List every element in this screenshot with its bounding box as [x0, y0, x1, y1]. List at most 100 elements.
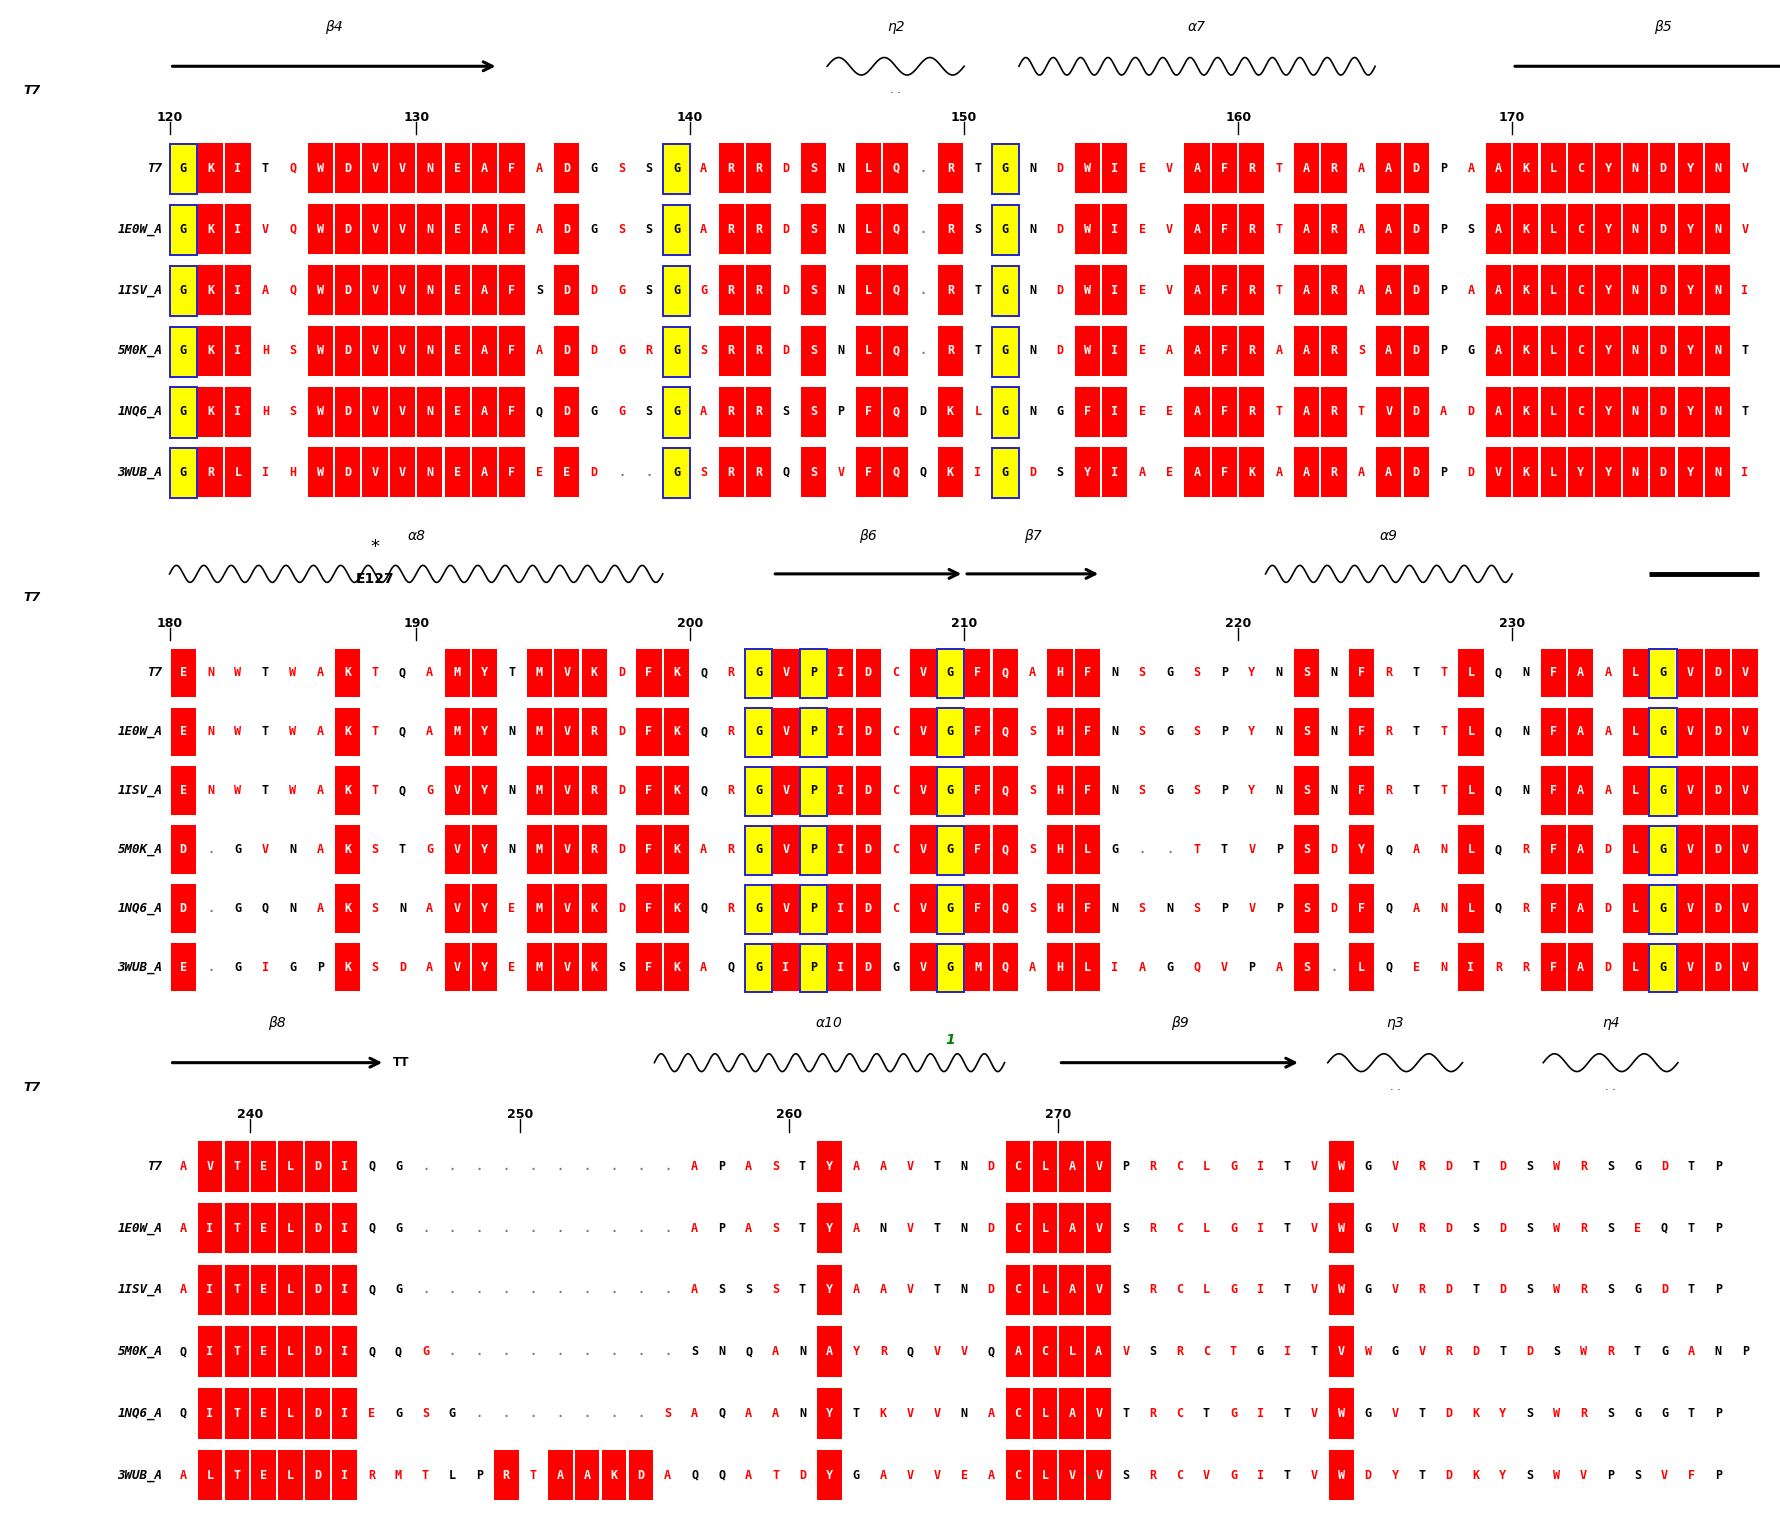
Text: T: T: [1413, 666, 1420, 679]
Text: Q: Q: [892, 406, 899, 418]
Text: K: K: [611, 1468, 618, 1482]
Text: C: C: [1015, 1283, 1022, 1297]
Bar: [1075, 143, 1100, 193]
Text: V: V: [399, 406, 406, 418]
Text: R: R: [947, 284, 954, 296]
Bar: [664, 447, 689, 497]
Text: A: A: [317, 725, 324, 739]
Bar: [1006, 1265, 1031, 1315]
Bar: [335, 885, 360, 933]
Bar: [308, 386, 333, 436]
Text: G: G: [1365, 1408, 1372, 1420]
Text: E: E: [1413, 961, 1420, 974]
Text: S: S: [1303, 844, 1310, 856]
Text: D: D: [1445, 1160, 1452, 1173]
Text: G: G: [1365, 1283, 1372, 1297]
Text: β8: β8: [269, 1017, 287, 1031]
Text: N: N: [206, 784, 214, 796]
Bar: [554, 885, 580, 933]
Text: R: R: [1330, 163, 1337, 175]
Text: T: T: [1741, 345, 1748, 357]
Text: A: A: [700, 163, 707, 175]
Text: α7: α7: [1187, 20, 1207, 35]
Text: F: F: [1221, 163, 1228, 175]
Text: V: V: [1741, 844, 1748, 856]
Text: T: T: [1687, 1408, 1695, 1420]
Bar: [856, 766, 881, 815]
Bar: [1184, 204, 1210, 254]
Bar: [1677, 766, 1703, 815]
Text: Y: Y: [1687, 223, 1695, 236]
Text: R: R: [1248, 345, 1255, 357]
Text: 170: 170: [1499, 111, 1525, 123]
Text: H: H: [262, 406, 269, 418]
Text: .: .: [475, 1283, 482, 1297]
Text: L: L: [1203, 1283, 1210, 1297]
Bar: [1294, 766, 1319, 815]
Text: Q: Q: [1495, 725, 1502, 739]
Text: G: G: [1166, 666, 1173, 679]
Bar: [993, 447, 1018, 497]
Bar: [1486, 386, 1511, 436]
Bar: [500, 264, 525, 315]
Text: V: V: [372, 223, 379, 236]
Text: η2: η2: [886, 20, 904, 35]
Text: P: P: [1440, 163, 1447, 175]
Text: W: W: [290, 784, 297, 796]
Bar: [390, 204, 415, 254]
Text: .: .: [206, 961, 214, 974]
Text: .: .: [646, 467, 653, 479]
Bar: [938, 204, 963, 254]
Text: G: G: [180, 284, 187, 296]
Bar: [306, 1202, 329, 1254]
Text: D: D: [1499, 1283, 1506, 1297]
Bar: [1294, 143, 1319, 193]
Text: I: I: [342, 1283, 349, 1297]
Text: L: L: [1041, 1222, 1048, 1234]
Text: D: D: [1365, 1468, 1372, 1482]
Bar: [662, 388, 691, 438]
Text: S: S: [1525, 1160, 1533, 1173]
Bar: [719, 264, 744, 315]
Bar: [991, 388, 1018, 438]
Text: N: N: [1632, 467, 1639, 479]
Bar: [1568, 447, 1593, 497]
Text: V: V: [562, 961, 570, 974]
Text: T: T: [233, 1345, 240, 1359]
Text: I: I: [783, 961, 790, 974]
Bar: [1404, 264, 1429, 315]
Text: L: L: [287, 1408, 294, 1420]
Text: V: V: [372, 406, 379, 418]
Text: W: W: [1554, 1160, 1561, 1173]
Bar: [1568, 885, 1593, 933]
Text: .: .: [664, 1160, 671, 1173]
Text: Q: Q: [1385, 901, 1392, 915]
Bar: [527, 885, 552, 933]
Text: V: V: [1166, 284, 1173, 296]
Text: N: N: [290, 844, 297, 856]
Text: I: I: [235, 284, 242, 296]
Bar: [1032, 1202, 1057, 1254]
Text: A: A: [481, 163, 488, 175]
Bar: [664, 825, 689, 874]
Text: V: V: [906, 1283, 913, 1297]
Bar: [1075, 708, 1100, 755]
Text: D: D: [1413, 406, 1420, 418]
Bar: [799, 768, 828, 816]
Bar: [445, 944, 470, 991]
Text: N: N: [1330, 784, 1337, 796]
Text: Y: Y: [481, 961, 488, 974]
Text: .: .: [664, 1222, 671, 1234]
Text: .: .: [530, 1160, 538, 1173]
Bar: [1086, 1202, 1111, 1254]
Text: R: R: [1581, 1222, 1588, 1234]
Text: A: A: [1303, 284, 1310, 296]
Bar: [817, 1327, 842, 1377]
Bar: [582, 825, 607, 874]
Text: L: L: [235, 467, 242, 479]
Bar: [817, 1142, 842, 1192]
Text: A: A: [1193, 163, 1200, 175]
Text: A: A: [425, 666, 433, 679]
Text: D: D: [344, 345, 351, 357]
Text: S: S: [618, 961, 625, 974]
